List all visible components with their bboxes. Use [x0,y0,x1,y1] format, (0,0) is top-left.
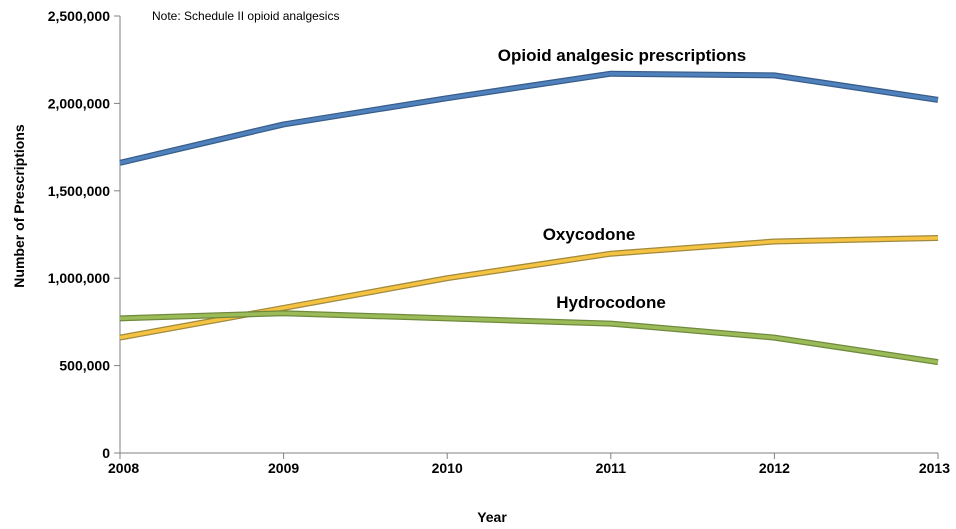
x-tick-label: 2009 [268,460,299,476]
x-axis-ticks: 2008 2009 2010 2011 2012 2013 [108,453,950,476]
x-axis-title: Year [477,509,507,525]
axes [119,16,938,454]
x-tick-label: 2011 [596,460,627,476]
x-tick-label: 2012 [759,460,790,476]
series-label-opioid: Opioid analgesic prescriptions [498,46,746,65]
y-tick-label: 1,500,000 [48,183,110,199]
y-tick-label: 2,000,000 [48,95,110,111]
series-line-opioid-analgesic-prescriptions [119,71,939,165]
series-lines [119,70,939,366]
x-tick-label: 2010 [432,460,463,476]
y-tick-label: 0 [102,445,110,461]
y-axis-ticks: 0 500,000 1,000,000 1,500,000 2,000,000 2,500… [48,8,120,461]
y-tick-label: 1,000,000 [48,270,110,286]
series-label-oxycodone: Oxycodone [543,225,636,244]
series-line-hydrocodone [119,311,939,364]
x-tick-label: 2008 [108,460,139,476]
chart-note: Note: Schedule II opioid analgesics [152,9,339,23]
y-axis-title: Number of Prescriptions [11,124,27,288]
series-label-hydrocodone: Hydrocodone [556,293,666,312]
x-tick-label: 2013 [919,460,950,476]
y-tick-label: 500,000 [59,358,110,374]
y-tick-label: 2,500,000 [48,8,110,24]
